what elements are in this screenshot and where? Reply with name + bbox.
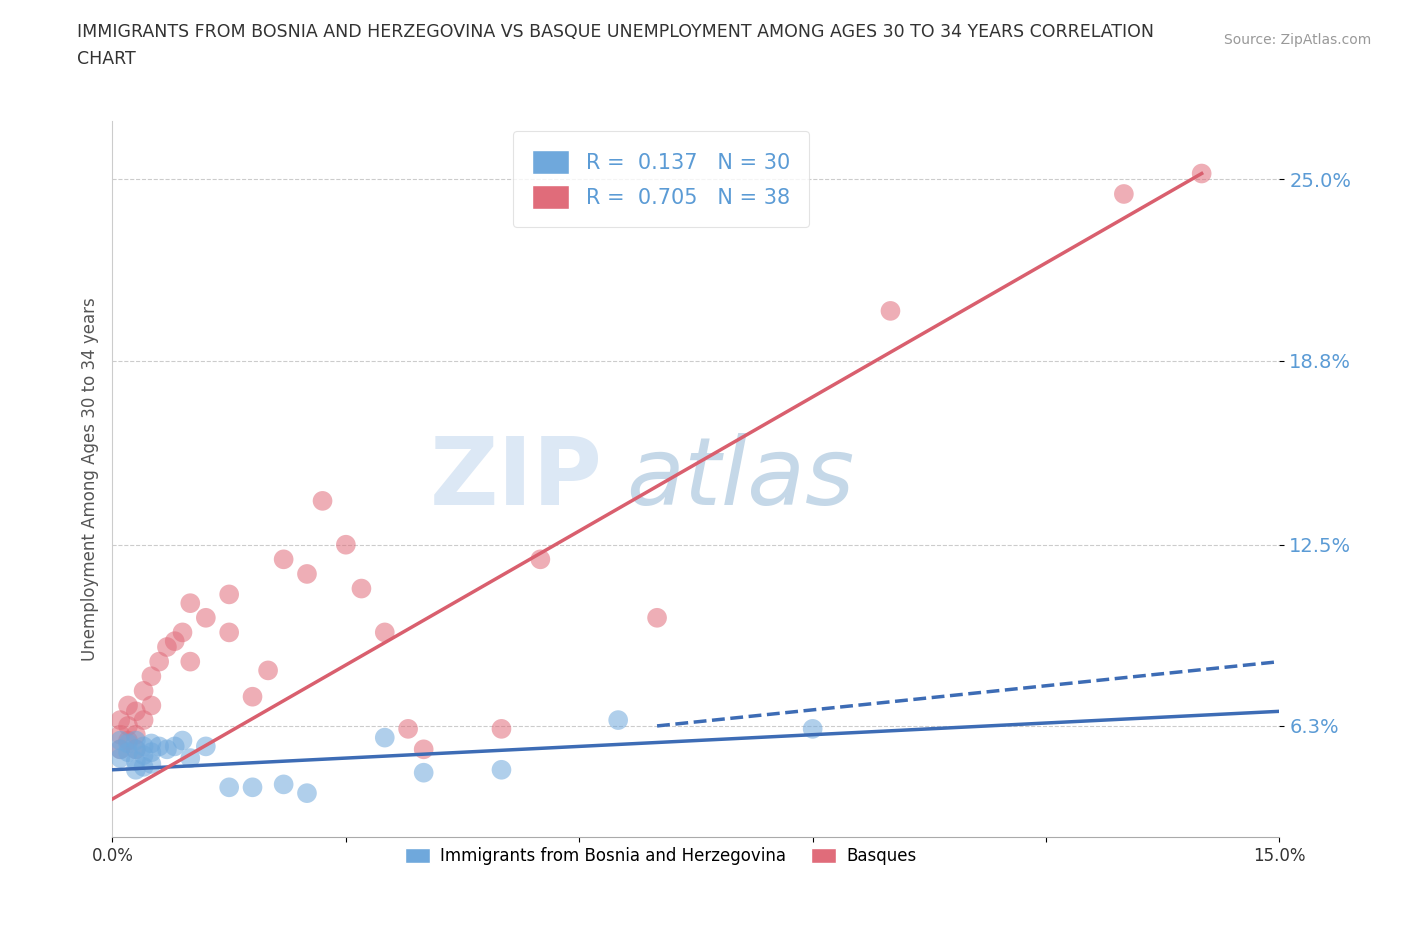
Point	[194, 739, 217, 754]
Point	[132, 684, 155, 698]
Point	[179, 751, 201, 765]
Point	[132, 748, 155, 763]
Point	[273, 777, 295, 791]
Point	[110, 733, 132, 748]
Point	[156, 742, 179, 757]
Point	[374, 625, 396, 640]
Point	[273, 551, 295, 566]
Point	[172, 625, 194, 640]
Text: atlas: atlas	[626, 433, 855, 525]
Point	[141, 736, 163, 751]
Point	[163, 633, 186, 648]
Y-axis label: Unemployment Among Ages 30 to 34 years: Unemployment Among Ages 30 to 34 years	[80, 297, 98, 661]
Point	[125, 727, 148, 742]
Point	[396, 722, 419, 737]
Point	[218, 587, 240, 602]
Point	[350, 581, 373, 596]
Point	[179, 654, 201, 669]
Point	[141, 698, 163, 713]
Point	[311, 494, 333, 509]
Point	[141, 745, 163, 760]
Point	[156, 640, 179, 655]
Point	[172, 733, 194, 748]
Point	[801, 722, 824, 737]
Point	[412, 742, 434, 757]
Text: Source: ZipAtlas.com: Source: ZipAtlas.com	[1223, 33, 1371, 46]
Point	[218, 625, 240, 640]
Point	[117, 698, 139, 713]
Point	[132, 760, 155, 775]
Point	[607, 712, 630, 727]
Point	[335, 538, 357, 552]
Point	[879, 303, 901, 318]
Point	[141, 756, 163, 771]
Point	[1112, 187, 1135, 202]
Point	[125, 733, 148, 748]
Point	[491, 722, 513, 737]
Point	[179, 596, 201, 611]
Text: IMMIGRANTS FROM BOSNIA AND HERZEGOVINA VS BASQUE UNEMPLOYMENT AMONG AGES 30 TO 3: IMMIGRANTS FROM BOSNIA AND HERZEGOVINA V…	[77, 23, 1154, 68]
Point	[125, 742, 148, 757]
Point	[163, 739, 186, 754]
Point	[257, 663, 280, 678]
Point	[242, 780, 264, 795]
Point	[141, 669, 163, 684]
Point	[1191, 166, 1213, 181]
Point	[117, 745, 139, 760]
Point	[117, 719, 139, 734]
Point	[110, 751, 132, 765]
Point	[132, 712, 155, 727]
Point	[117, 733, 139, 748]
Point	[295, 786, 318, 801]
Point	[148, 654, 170, 669]
Point	[148, 739, 170, 754]
Point	[242, 689, 264, 704]
Point	[110, 742, 132, 757]
Point	[194, 610, 217, 625]
Point	[125, 753, 148, 768]
Point	[110, 742, 132, 757]
Point	[110, 727, 132, 742]
Point	[412, 765, 434, 780]
Point	[218, 780, 240, 795]
Point	[110, 712, 132, 727]
Point	[645, 610, 668, 625]
Point	[295, 566, 318, 581]
Point	[125, 704, 148, 719]
Point	[132, 739, 155, 754]
Point	[529, 551, 551, 566]
Point	[117, 736, 139, 751]
Point	[125, 763, 148, 777]
Point	[491, 763, 513, 777]
Text: ZIP: ZIP	[430, 433, 603, 525]
Point	[374, 730, 396, 745]
Legend: Immigrants from Bosnia and Herzegovina, Basques: Immigrants from Bosnia and Herzegovina, …	[399, 841, 924, 871]
Point	[125, 742, 148, 757]
